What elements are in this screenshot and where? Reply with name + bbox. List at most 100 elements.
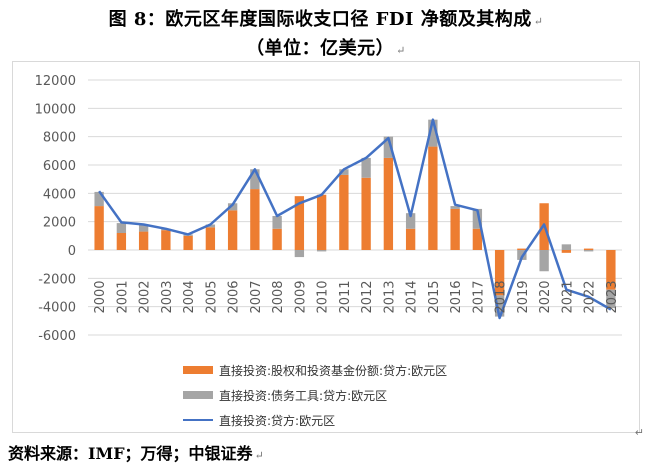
paragraph-mark: ↵ — [396, 44, 406, 57]
paragraph-mark: ↵ — [254, 449, 264, 462]
bar-equity-2022 — [583, 248, 594, 250]
x-tick-label-2003: 2003 — [160, 280, 175, 313]
chart-title-line2: （单位：亿美元） ↵ — [246, 38, 406, 59]
y-tick-label-12000: 12000 — [35, 74, 76, 89]
bar-equity-2006 — [227, 210, 238, 250]
x-tick-label-2011: 2011 — [338, 280, 353, 313]
grid-layer — [88, 79, 622, 336]
y-tick-label-6000: 6000 — [43, 159, 76, 174]
bar-equity-2003 — [161, 230, 171, 250]
bar-equity-2011 — [339, 174, 349, 250]
bar-debt-2005 — [205, 224, 216, 228]
x-axis-tick-labels: 2000 2001 2002 2003 2004 2005 2006 2007 2008 2009… — [93, 280, 620, 313]
line-layer — [98, 118, 612, 320]
bar-equity-2005 — [205, 227, 216, 250]
bar-equity-2007 — [250, 189, 260, 250]
legend-label-total: 直接投资:贷方:欧元区 — [219, 413, 336, 428]
legend-item-total: 直接投资:贷方:欧元区 — [183, 409, 447, 431]
x-tick-label-2006: 2006 — [227, 280, 242, 313]
bar-equity-2001 — [116, 233, 127, 250]
legend-swatch-total — [183, 418, 213, 422]
bar-debt-2023 — [606, 289, 616, 309]
bar-equity-2000 — [94, 206, 104, 250]
paragraph-mark: ↵ — [634, 426, 644, 439]
bar-equity-2018 — [494, 250, 505, 296]
y-tick-label--2000: -2000 — [38, 272, 76, 287]
bar-debt-2022 — [583, 250, 594, 252]
legend: 直接投资:股权和投资基金份额:贷方:欧元区 直接投资:债务工具:贷方:欧元区 直… — [183, 359, 447, 434]
y-tick-label-2000: 2000 — [43, 216, 76, 231]
x-tick-label-2007: 2007 — [249, 280, 264, 313]
x-tick-label-2013: 2013 — [382, 280, 397, 313]
y-tick-label-0: 0 — [68, 244, 76, 259]
bar-debt-2007 — [250, 169, 260, 190]
bar-equity-2002 — [138, 231, 149, 250]
bar-debt-2001 — [116, 223, 127, 233]
bar-debt-2015 — [428, 119, 438, 147]
bar-debt-2020 — [539, 250, 549, 272]
x-tick-label-2005: 2005 — [204, 280, 219, 313]
x-tick-label-2012: 2012 — [360, 280, 375, 313]
bar-equity-2008 — [272, 228, 282, 250]
x-tick-label-2004: 2004 — [182, 280, 197, 313]
bar-debt-2012 — [361, 157, 371, 178]
y-tick-label-10000: 10000 — [35, 102, 76, 117]
bar-debt-2008 — [272, 216, 282, 229]
x-tick-label-2002: 2002 — [138, 280, 153, 313]
bar-equity-2023 — [606, 250, 616, 290]
bar-debt-2011 — [339, 169, 349, 175]
x-tick-label-2000: 2000 — [93, 280, 108, 313]
bar-equity-2015 — [428, 146, 438, 250]
legend-item-debt: 直接投资:债务工具:贷方:欧元区 — [183, 384, 447, 406]
y-tick-label--6000: -6000 — [38, 329, 76, 344]
y-axis-tick-labels: -6000 -4000 -2000 0 2000 4000 6000 8000 10000 120… — [35, 74, 76, 344]
bar-layer — [94, 119, 616, 317]
bar-equity-2012 — [361, 177, 371, 250]
chart-frame — [12, 61, 640, 433]
bar-equity-2004 — [183, 235, 193, 250]
x-tick-label-2016: 2016 — [449, 280, 464, 313]
bar-debt-2009 — [294, 250, 305, 258]
y-tick-label--4000: -4000 — [38, 301, 76, 316]
x-tick-label-2020: 2020 — [538, 280, 553, 313]
x-tick-label-2015: 2015 — [427, 280, 442, 313]
bar-equity-2013 — [383, 157, 394, 250]
bar-debt-2000 — [94, 191, 104, 207]
x-tick-label-2009: 2009 — [293, 280, 308, 313]
bar-equity-2009 — [294, 196, 305, 250]
legend-label-debt: 直接投资:债务工具:贷方:欧元区 — [219, 388, 388, 403]
bar-equity-2019 — [517, 248, 527, 250]
x-tick-label-2023: 2023 — [605, 280, 620, 313]
x-tick-label-2001: 2001 — [115, 280, 130, 313]
x-tick-label-2010: 2010 — [316, 280, 331, 313]
bar-debt-2017 — [472, 208, 483, 229]
x-tick-label-2018: 2018 — [494, 280, 509, 313]
legend-label-equity: 直接投资:股权和投资基金份额:贷方:欧元区 — [219, 363, 448, 378]
bar-equity-2014 — [405, 228, 416, 250]
x-tick-label-2022: 2022 — [583, 280, 598, 313]
y-tick-label-4000: 4000 — [43, 187, 76, 202]
x-tick-label-2017: 2017 — [471, 280, 486, 313]
x-tick-label-2008: 2008 — [271, 280, 286, 313]
bar-debt-2002 — [138, 224, 149, 232]
x-tick-label-2014: 2014 — [405, 280, 420, 313]
bar-equity-2016 — [450, 208, 460, 250]
bar-debt-2016 — [450, 206, 460, 209]
legend-swatch-debt — [183, 391, 213, 399]
bar-debt-2010 — [316, 250, 327, 252]
legend-item-equity: 直接投资:股权和投资基金份额:贷方:欧元区 — [183, 359, 447, 381]
bar-debt-2021 — [561, 244, 572, 250]
bar-debt-2018 — [494, 295, 505, 317]
bar-equity-2017 — [472, 228, 483, 250]
bar-debt-2006 — [227, 203, 238, 211]
series-line-total — [98, 118, 612, 320]
bar-debt-2014 — [405, 213, 416, 229]
source-note: 资料来源：IMF；万得；中银证券 ↵ — [8, 444, 264, 463]
legend-swatch-equity — [183, 366, 213, 374]
chart-title-line1: 图 8：欧元区年度国际收支口径 FDI 净额及其构成 ↵ — [108, 9, 544, 30]
x-tick-label-2021: 2021 — [560, 280, 575, 313]
x-tick-label-2019: 2019 — [516, 280, 531, 313]
paragraph-mark: ↵ — [533, 15, 544, 28]
bar-equity-2010 — [316, 194, 327, 250]
